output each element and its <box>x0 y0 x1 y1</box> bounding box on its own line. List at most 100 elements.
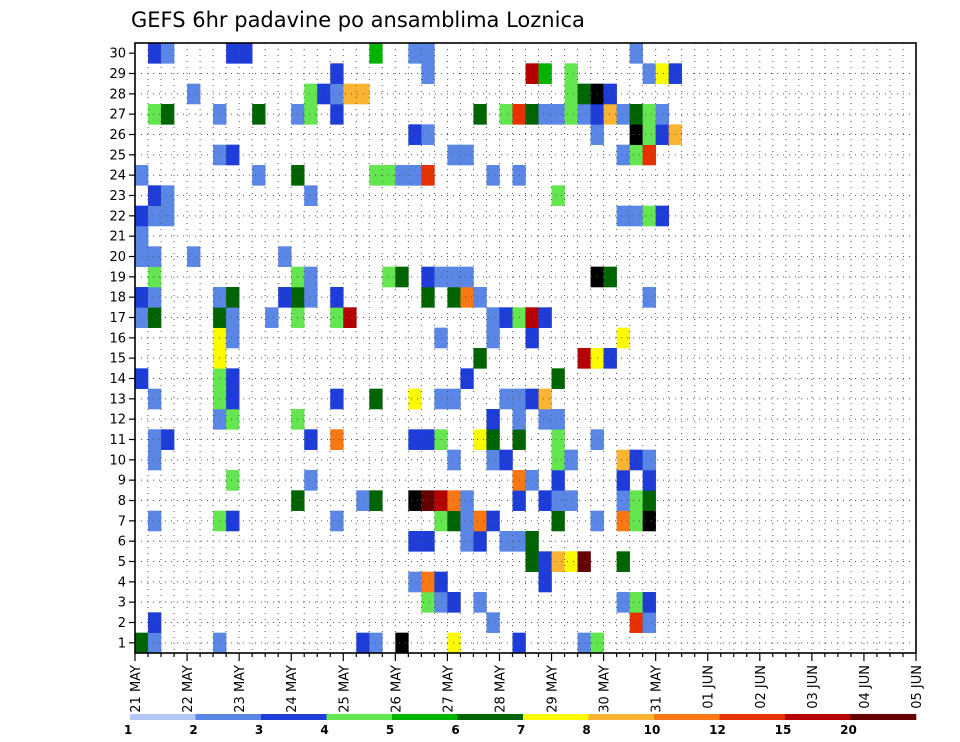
x-tick-label: 29 MAY <box>546 665 561 713</box>
cell-member-16-step-31 <box>525 327 539 349</box>
cell-member-22-step-3 <box>161 205 175 227</box>
cell-member-8-step-25 <box>447 490 461 511</box>
cell-member-30-step-39 <box>629 43 643 64</box>
cell-member-30-step-9 <box>239 43 253 64</box>
cell-member-6-step-22 <box>408 531 422 552</box>
x-axis: 21 MAY 22 MAY 23 MAY 24 MAY 25 MAY 26 MAY 27 M… <box>129 653 925 713</box>
x-tick-label: 23 MAY <box>233 665 248 713</box>
cell-member-15-step-27 <box>473 348 487 369</box>
x-tick-label: 04 JUN <box>858 665 873 709</box>
cell-member-27-step-38 <box>616 104 630 125</box>
cell-member-8-step-26 <box>460 490 474 511</box>
cell-member-3-step-27 <box>473 592 487 613</box>
cell-member-27-step-10 <box>252 104 266 125</box>
cell-member-28-step-16 <box>330 83 344 105</box>
cell-member-11-step-2 <box>148 429 162 450</box>
y-tick-label: 17 <box>109 311 126 326</box>
y-tick-label: 19 <box>109 270 126 285</box>
x-tick-label: 02 JUN <box>754 665 769 709</box>
legend-swatch <box>785 714 851 720</box>
cell-member-27-step-14 <box>304 104 318 125</box>
cell-member-20-step-2 <box>148 246 162 267</box>
cell-member-28-step-34 <box>564 83 578 105</box>
cell-member-26-step-22 <box>408 124 422 145</box>
cell-member-27-step-2 <box>148 104 162 125</box>
y-tick-label: 5 <box>118 555 126 570</box>
x-tick-label: 31 MAY <box>650 665 665 713</box>
cell-member-7-step-33 <box>551 510 565 532</box>
cell-member-10-step-40 <box>642 449 656 471</box>
cell-member-9-step-8 <box>226 470 240 491</box>
y-tick-label: 27 <box>109 108 126 123</box>
x-tick-label: 05 JUN <box>910 665 925 709</box>
cell-member-19-step-14 <box>304 266 318 288</box>
legend-swatch <box>719 714 786 720</box>
cell-member-9-step-31 <box>525 470 539 491</box>
cell-member-18-step-12 <box>278 287 292 308</box>
cell-member-3-step-25 <box>447 592 461 613</box>
y-tick-label: 30 <box>109 47 126 62</box>
legend-label: 3 <box>255 723 263 737</box>
y-tick-label: 2 <box>118 616 126 631</box>
legend-label: 1 <box>124 723 132 737</box>
cell-member-17-step-2 <box>148 307 162 328</box>
cell-member-11-step-3 <box>161 429 175 450</box>
x-tick-label: 27 MAY <box>441 665 456 713</box>
cell-member-1-step-18 <box>356 632 370 654</box>
cell-member-17-step-28 <box>486 307 500 328</box>
y-tick-label: 7 <box>118 514 126 529</box>
legend-swatch <box>523 714 589 720</box>
legend-swatch <box>326 714 393 720</box>
y-tick-label: 24 <box>109 169 126 184</box>
cell-member-27-step-3 <box>161 104 175 125</box>
y-tick-label: 3 <box>118 596 126 611</box>
y-tick-label: 21 <box>109 230 126 245</box>
cell-member-1-step-35 <box>577 632 591 654</box>
y-tick-label: 23 <box>109 189 126 204</box>
cell-member-17-step-32 <box>538 307 552 328</box>
cell-member-7-step-27 <box>473 510 487 532</box>
cell-member-12-step-32 <box>538 409 552 430</box>
cell-member-25-step-40 <box>642 144 656 166</box>
cell-member-24-step-22 <box>408 165 422 186</box>
cell-member-3-step-23 <box>421 592 435 613</box>
cell-member-5-step-34 <box>564 551 578 572</box>
y-tick-label: 26 <box>109 128 126 143</box>
y-tick-label: 6 <box>118 535 126 550</box>
chart-title: GEFS 6hr padavine po ansamblima Loznica <box>131 8 585 32</box>
cell-member-10-step-33 <box>551 449 565 471</box>
x-tick-label: 25 MAY <box>337 665 352 713</box>
cell-member-17-step-8 <box>226 307 240 328</box>
cell-member-18-step-2 <box>148 287 162 308</box>
y-tick-label: 16 <box>109 331 126 346</box>
cell-member-6-step-31 <box>525 531 539 552</box>
cell-member-25-step-39 <box>629 144 643 166</box>
cell-member-3-step-39 <box>629 592 643 613</box>
legend-swatch <box>654 714 720 720</box>
y-tick-label: 25 <box>109 148 126 163</box>
cell-member-19-step-37 <box>603 266 617 288</box>
cell-member-6-step-26 <box>460 531 474 552</box>
cell-member-26-step-41 <box>655 124 669 145</box>
legend-label: 8 <box>582 723 590 737</box>
cell-member-1-step-25 <box>447 632 461 654</box>
cell-member-11-step-28 <box>486 429 500 450</box>
y-tick-label: 9 <box>118 474 126 489</box>
y-tick-label: 18 <box>109 291 126 306</box>
cell-member-8-step-22 <box>408 490 422 511</box>
x-tick-label: 30 MAY <box>598 665 613 713</box>
cell-member-27-step-35 <box>577 104 591 125</box>
y-tick-label: 22 <box>109 209 126 224</box>
cell-member-8-step-34 <box>564 490 578 511</box>
cell-member-7-step-40 <box>642 510 656 532</box>
grid-layer <box>135 43 916 653</box>
cell-member-4-step-22 <box>408 571 422 593</box>
y-tick-label: 4 <box>118 575 126 590</box>
cell-member-19-step-2 <box>148 266 162 288</box>
cell-member-5-step-33 <box>551 551 565 572</box>
cell-member-9-step-14 <box>304 470 318 491</box>
cell-member-19-step-21 <box>395 266 409 288</box>
cell-member-7-step-26 <box>460 510 474 532</box>
cell-member-25-step-26 <box>460 144 474 166</box>
